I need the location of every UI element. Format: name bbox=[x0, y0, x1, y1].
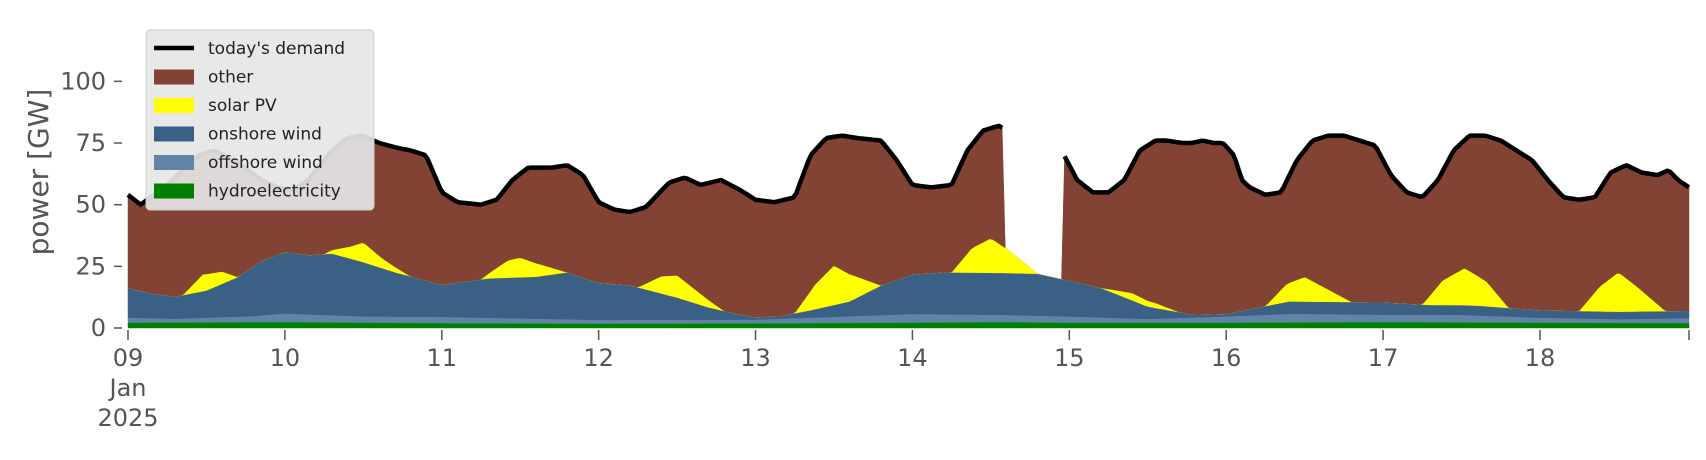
y-axis-label: power [GW] bbox=[22, 89, 55, 256]
x-tick-label: 16 bbox=[1211, 344, 1242, 372]
legend-box bbox=[145, 29, 375, 211]
y-tick-label: 50 bbox=[75, 191, 106, 219]
y-tick-label: 0 bbox=[91, 314, 106, 342]
y-tick-label: 100 bbox=[60, 67, 106, 95]
area-hydroelectricity bbox=[127, 322, 1690, 329]
x-tick-sublabel-year: 2025 bbox=[97, 404, 158, 432]
legend-label-onshore-wind: onshore wind bbox=[208, 125, 322, 145]
x-tick-label: 12 bbox=[583, 344, 614, 372]
x-tick-label: 09 bbox=[113, 344, 144, 372]
legend-label-solar-pv: solar PV bbox=[208, 96, 277, 116]
legend-swatch-solar-pv bbox=[154, 98, 194, 113]
legend: today's demand other solar PV onshore wind o… bbox=[145, 29, 375, 211]
x-tick-label: 15 bbox=[1054, 344, 1085, 372]
legend-label-hydroelectricity: hydroelectricity bbox=[208, 182, 341, 202]
x-tick-label: 13 bbox=[740, 344, 771, 372]
legend-swatch-other bbox=[154, 69, 194, 85]
legend-swatch-hydroelectricity bbox=[154, 183, 194, 199]
x-tick-label: 18 bbox=[1525, 344, 1556, 372]
legend-label-today-s-demand: today's demand bbox=[208, 39, 345, 59]
x-tick-label: 14 bbox=[897, 344, 928, 372]
x-tick-sublabel-month: Jan bbox=[108, 374, 147, 402]
legend-label-other: other bbox=[208, 68, 253, 88]
y-tick-label: 75 bbox=[75, 129, 106, 157]
area-layers bbox=[127, 125, 1690, 329]
legend-swatch-offshore-wind bbox=[154, 155, 194, 170]
y-axis: 0 25 50 75 100 bbox=[60, 67, 122, 342]
legend-label-offshore-wind: offshore wind bbox=[208, 153, 323, 173]
demand-line-segment-2 bbox=[1062, 133, 1691, 202]
x-tick-label: 17 bbox=[1368, 344, 1399, 372]
x-tick-label: 11 bbox=[426, 344, 457, 372]
x-tick-label: 10 bbox=[270, 344, 301, 372]
y-tick-label: 25 bbox=[75, 252, 106, 280]
legend-swatch-onshore-wind bbox=[154, 126, 194, 142]
